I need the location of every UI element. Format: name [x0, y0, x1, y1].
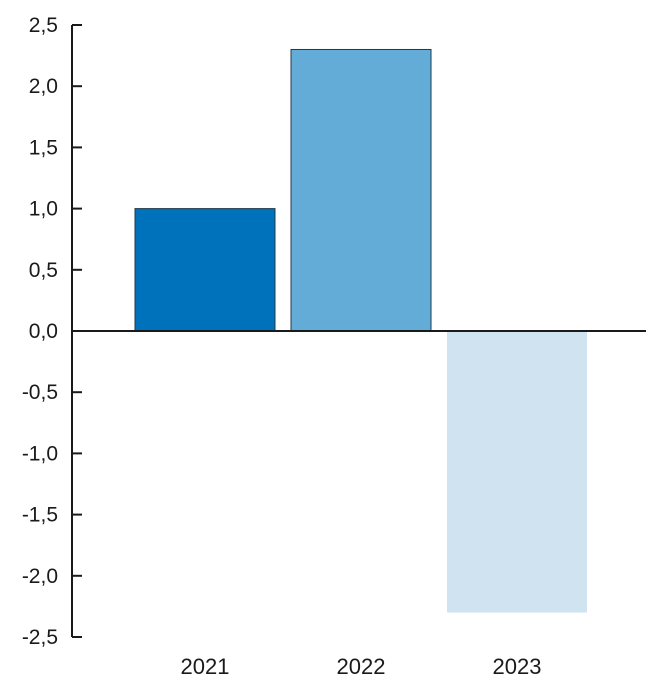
y-tick-label: 1,0 — [29, 198, 58, 221]
y-axis-ticks: 2,5 2,0 1,5 1,0 0,5 0,0 -0,5 -1,0 -1,5 -2,0 -2,5 — [22, 14, 82, 649]
x-category-label: 2022 — [337, 654, 386, 678]
bar-2022 — [290, 48, 432, 332]
y-tick-label: -1,0 — [22, 442, 58, 465]
y-tick-label: 2,0 — [29, 75, 58, 98]
y-tick-label: -0,5 — [22, 381, 58, 404]
y-tick-label: -1,5 — [22, 504, 58, 527]
bar-2023 — [447, 331, 587, 613]
y-tick-label: 1,5 — [29, 136, 58, 159]
y-tick-label: 2,5 — [29, 14, 58, 37]
x-category-label: 2021 — [181, 654, 230, 678]
y-tick-label: 0,5 — [29, 259, 58, 282]
x-category-label: 2023 — [493, 654, 542, 678]
y-tick-label: 0,0 — [29, 320, 58, 343]
y-tick-label: -2,0 — [22, 565, 58, 588]
bars — [134, 48, 587, 613]
bar-2021 — [134, 208, 276, 332]
x-axis-labels: 2021 2022 2023 — [181, 654, 542, 678]
y-tick-label: -2,5 — [22, 626, 58, 649]
